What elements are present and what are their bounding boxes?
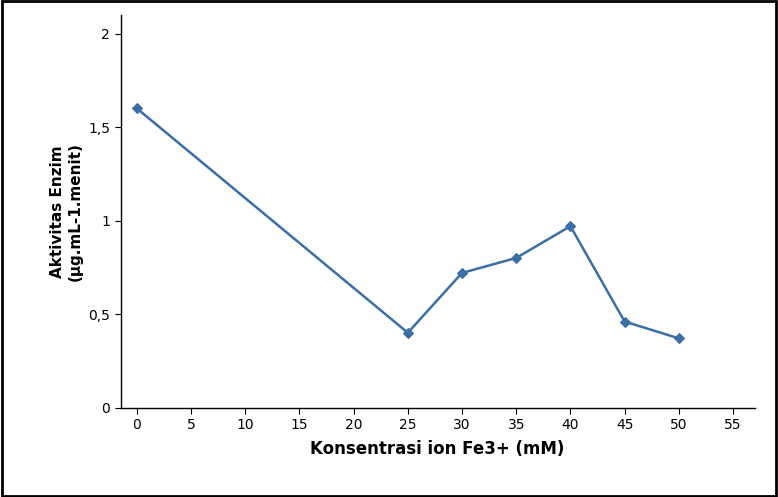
Y-axis label: Aktivitas Enzim
(µg.mL-1.menit): Aktivitas Enzim (µg.mL-1.menit) [51, 142, 82, 281]
X-axis label: Konsentrasi ion Fe3+ (mM): Konsentrasi ion Fe3+ (mM) [310, 440, 565, 458]
